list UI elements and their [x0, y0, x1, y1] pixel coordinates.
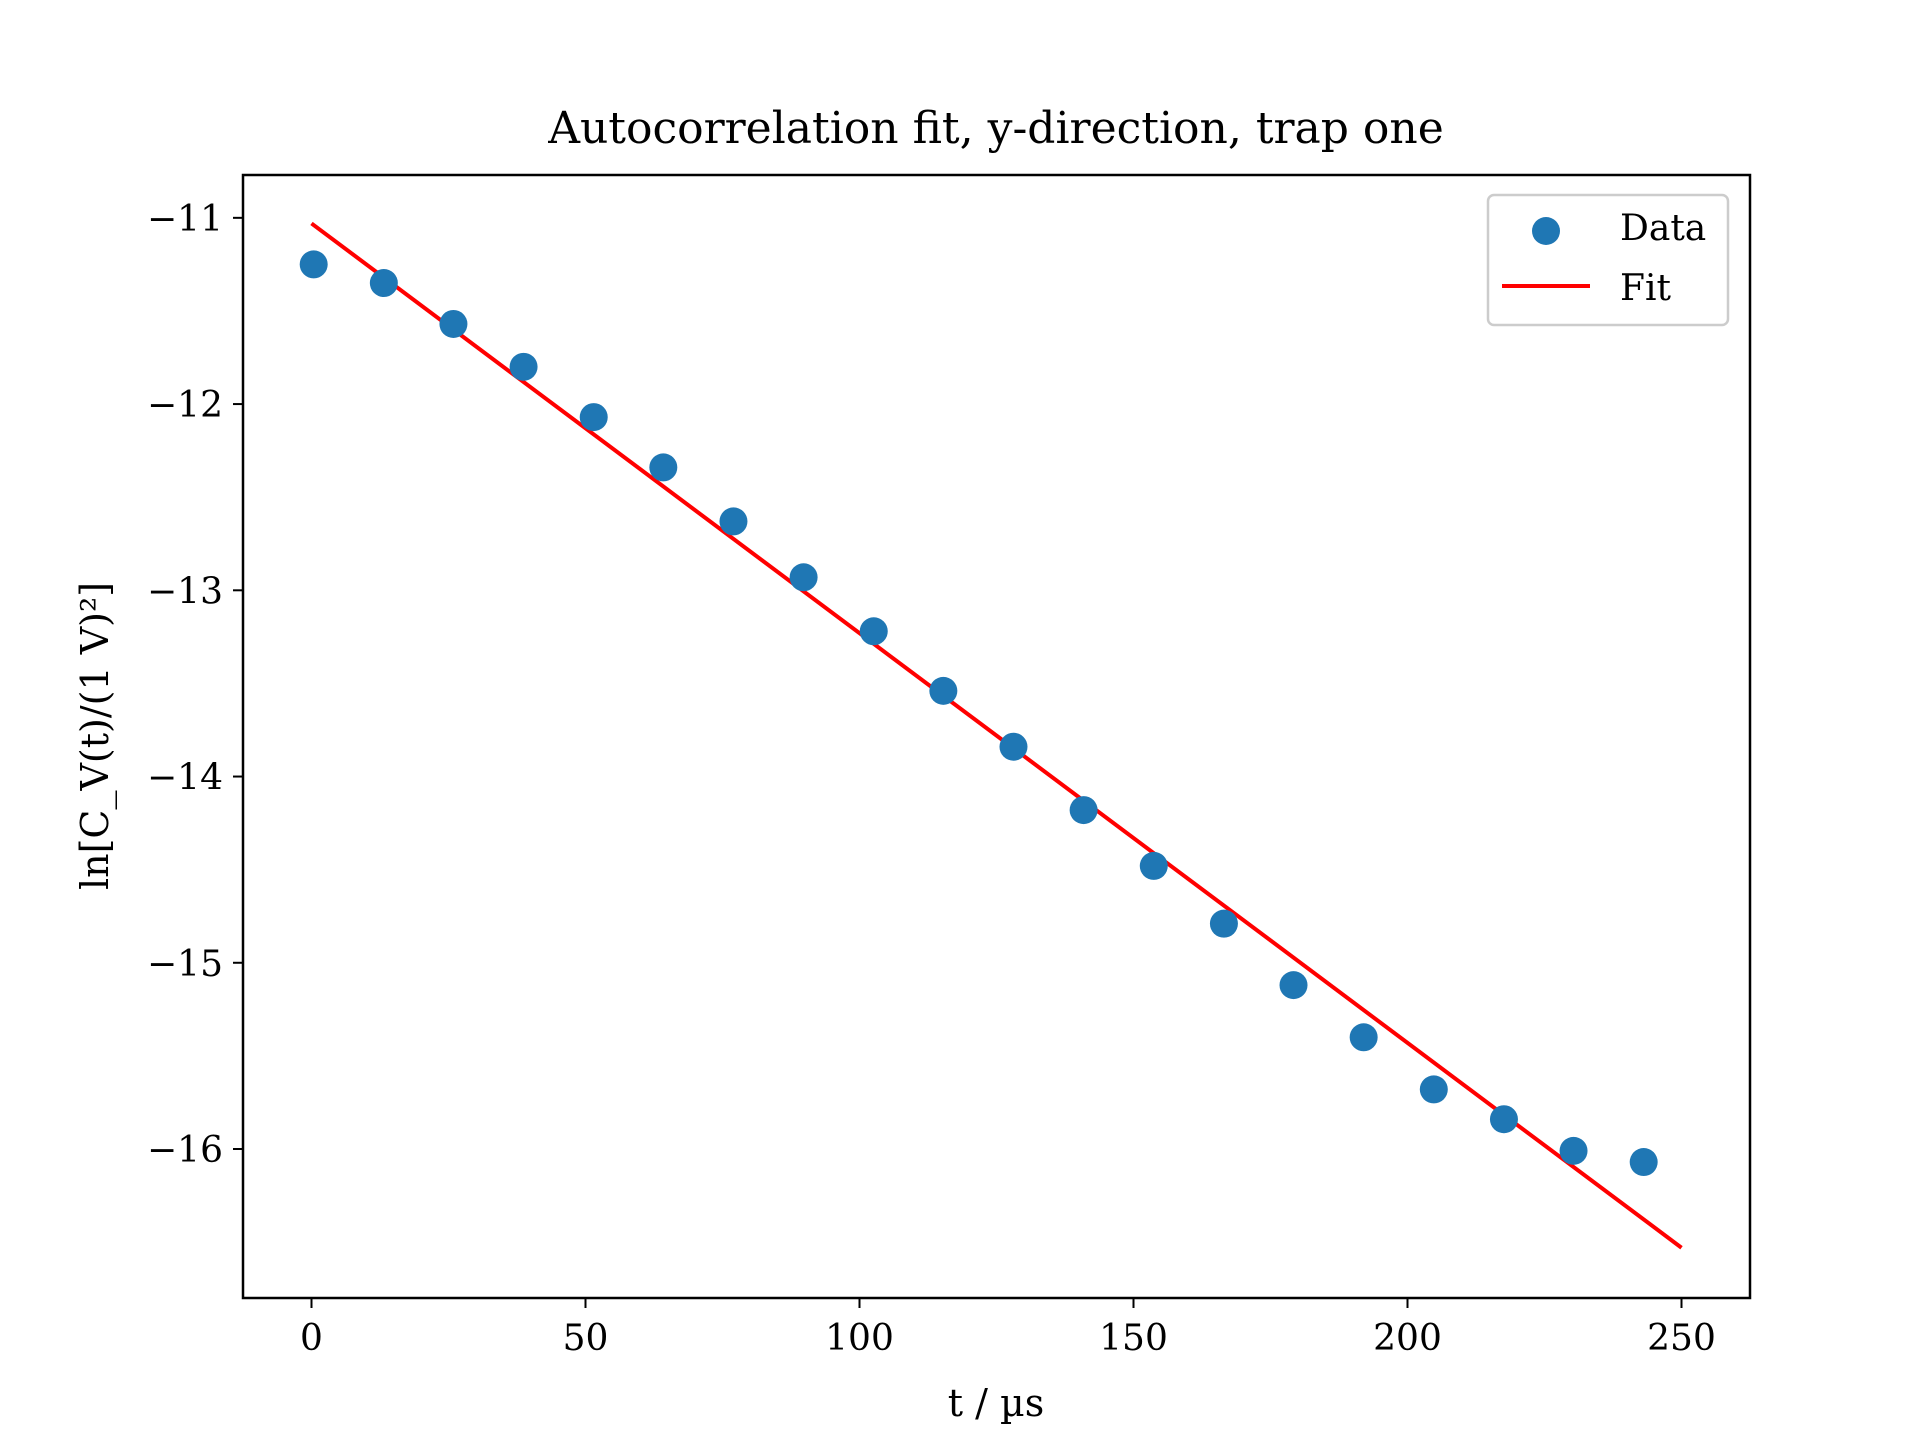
x-tick-label: 50 — [563, 1318, 609, 1359]
plot-area — [299, 221, 1683, 1250]
chart-title: Autocorrelation fit, y-direction, trap o… — [547, 103, 1444, 154]
data-point — [929, 676, 958, 705]
data-point — [1349, 1023, 1378, 1052]
data-point — [1419, 1075, 1448, 1104]
legend-data-label: Data — [1620, 208, 1706, 249]
data-point — [1069, 796, 1098, 825]
legend-fit-label: Fit — [1620, 268, 1671, 309]
x-tick-label: 200 — [1373, 1318, 1442, 1359]
data-point — [299, 250, 328, 279]
x-tick-label: 0 — [300, 1318, 323, 1359]
data-point — [1489, 1105, 1518, 1134]
y-axis: −16 −15 −14 −13 −12 −11 — [147, 199, 243, 1171]
y-tick-label: −12 — [147, 385, 223, 426]
legend-data-marker — [1532, 217, 1560, 245]
data-point — [1279, 971, 1308, 1000]
data-point — [439, 309, 468, 338]
x-tick-label: 100 — [825, 1318, 894, 1359]
data-point — [369, 269, 398, 298]
data-points-layer — [299, 250, 1658, 1177]
data-point — [1559, 1136, 1588, 1165]
data-point — [789, 563, 818, 592]
y-axis-label: ln[C_V(t)/(1 V)²] — [73, 582, 118, 890]
data-point — [649, 453, 678, 482]
fit-line — [310, 221, 1683, 1250]
y-tick-label: −11 — [147, 199, 223, 240]
x-tick-label: 150 — [1099, 1318, 1168, 1359]
data-point — [999, 732, 1028, 761]
data-point — [579, 403, 608, 432]
legend: Data Fit — [1486, 193, 1730, 327]
y-tick-label: −15 — [147, 944, 223, 985]
data-point — [1139, 851, 1168, 880]
data-point — [509, 352, 538, 381]
y-tick-label: −16 — [147, 1130, 223, 1171]
y-tick-label: −13 — [147, 571, 223, 612]
y-tick-label: −14 — [147, 758, 223, 799]
data-point — [1209, 909, 1238, 938]
x-axis: 0 50 100 150 200 250 — [300, 1298, 1716, 1359]
data-point — [719, 507, 748, 536]
x-tick-label: 250 — [1647, 1318, 1716, 1359]
axes-frame — [241, 173, 1752, 1300]
fit-layer — [310, 221, 1683, 1250]
data-point — [859, 617, 888, 646]
x-axis-label: t / µs — [948, 1381, 1044, 1425]
data-point — [1629, 1148, 1658, 1177]
